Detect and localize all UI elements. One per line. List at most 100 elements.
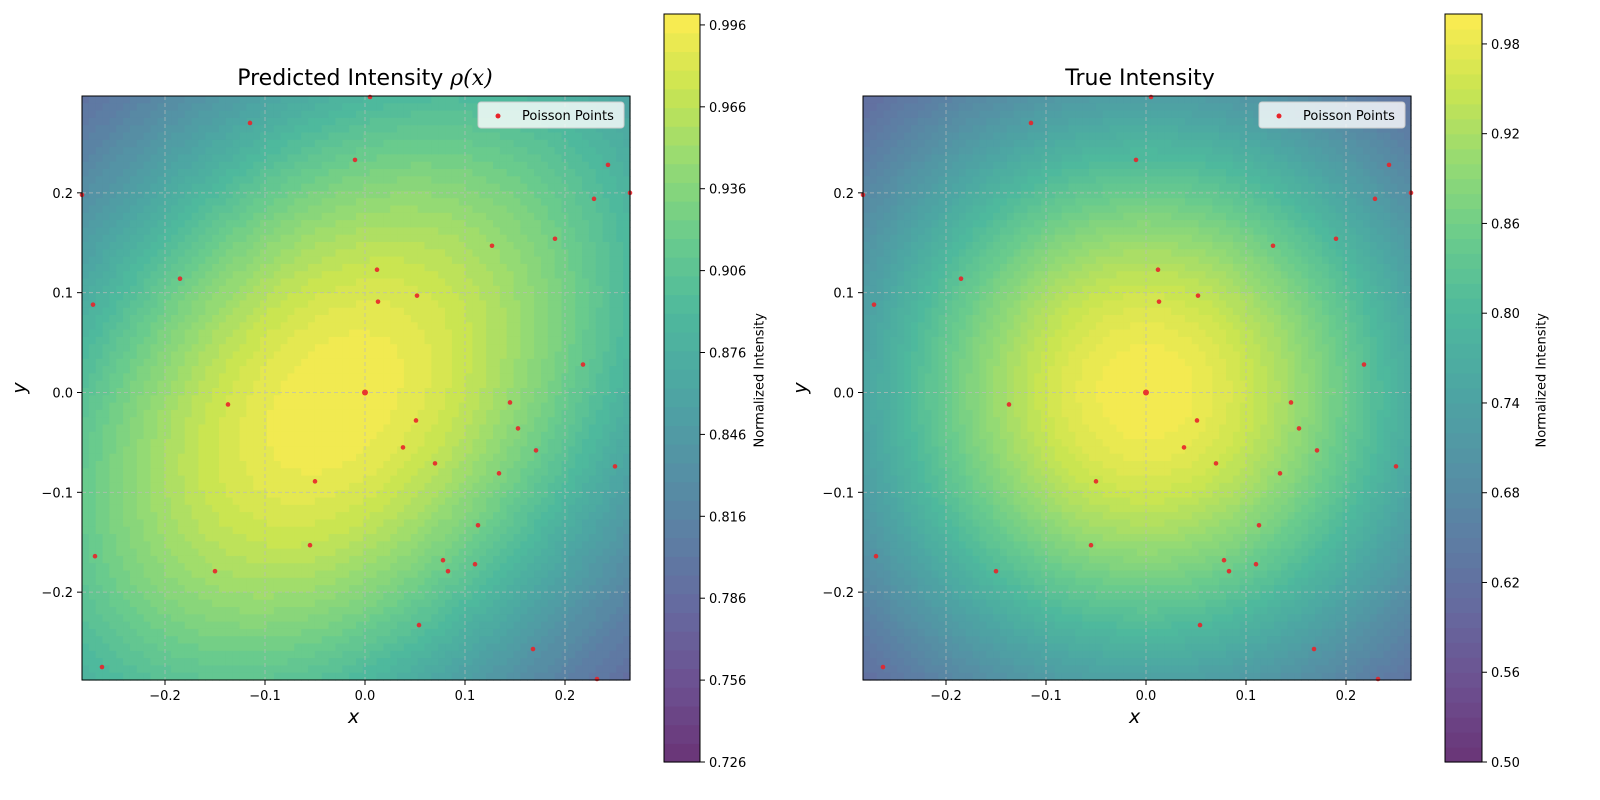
- predicted-point: [496, 471, 502, 476]
- true-x-axis-label: x: [1129, 706, 1141, 728]
- predicted-point: [413, 418, 419, 423]
- true-point: [1277, 471, 1283, 476]
- true-point: [1226, 568, 1232, 574]
- predicted-legend-label: Poisson Points: [522, 109, 614, 124]
- true-colorbar-tick-label: 0.80: [1491, 307, 1520, 322]
- true-point: [1408, 190, 1414, 196]
- predicted-y-tick-label: −0.2: [41, 586, 73, 601]
- true-point: [1256, 522, 1262, 528]
- true-title: True Intensity: [1065, 66, 1215, 91]
- predicted-colorbar-tick-label: 0.786: [709, 592, 746, 607]
- true-x-tick-label: −0.2: [930, 689, 962, 704]
- true-point: [1088, 542, 1094, 548]
- predicted-legend-marker: [495, 113, 501, 119]
- true-x-tick-label: 0.2: [1336, 689, 1357, 704]
- true-point: [1181, 445, 1187, 450]
- predicted-point: [594, 676, 600, 682]
- predicted-point: [247, 120, 253, 126]
- true-heatmap: [863, 96, 1412, 681]
- predicted-y-tick-label: 0.1: [52, 287, 73, 302]
- true-point: [860, 192, 866, 198]
- true-y-tick-label: −0.2: [822, 586, 854, 601]
- true-point: [1133, 157, 1139, 163]
- predicted-point: [475, 522, 481, 528]
- true-x-tick-label: 0.1: [1236, 689, 1257, 704]
- true-point: [1195, 293, 1201, 298]
- predicted-point: [580, 362, 586, 367]
- predicted-colorbar-tick-label: 0.906: [709, 265, 746, 280]
- predicted-colorbar-tick-label: 0.846: [709, 428, 746, 443]
- predicted-point: [400, 445, 406, 450]
- true-point: [1288, 400, 1294, 405]
- predicted-point: [352, 157, 358, 163]
- true-point: [1148, 94, 1154, 100]
- predicted-point: [92, 553, 98, 559]
- true-point: [871, 302, 877, 307]
- predicted-colorbar-tick-label: 0.966: [709, 101, 746, 116]
- true-point: [1361, 362, 1367, 367]
- true-colorbar: [1444, 13, 1483, 763]
- predicted-point: [445, 568, 451, 574]
- true-point: [1028, 120, 1034, 126]
- predicted-x-axis-label: x: [348, 706, 360, 728]
- true-point: [1375, 676, 1381, 682]
- true-colorbar-tick-label: 0.62: [1491, 576, 1520, 591]
- predicted-point: [552, 236, 558, 242]
- true-point: [873, 553, 879, 559]
- true-colorbar-tick-label: 0.50: [1491, 756, 1520, 771]
- predicted-point: [99, 664, 105, 670]
- predicted-point: [367, 94, 373, 100]
- predicted-colorbar-tick-label: 0.936: [709, 183, 746, 198]
- predicted-point: [432, 461, 438, 466]
- true-colorbar-tick-label: 0.92: [1491, 128, 1520, 143]
- true-axes-frame: [862, 95, 1412, 681]
- true-point: [1156, 299, 1162, 304]
- true-point: [1143, 389, 1149, 396]
- predicted-point: [591, 196, 597, 202]
- true-colorbar-label: Normalized Intensity: [1534, 313, 1550, 448]
- true-y-tick-label: 0.0: [833, 386, 854, 401]
- predicted-colorbar-label: Normalized Intensity: [752, 313, 768, 448]
- true-point: [1393, 464, 1399, 469]
- predicted-colorbar-tick-label: 0.816: [709, 510, 746, 525]
- true-legend-marker: [1276, 113, 1282, 119]
- predicted-point: [530, 646, 536, 652]
- predicted-colorbar-tick-label: 0.726: [709, 756, 746, 771]
- true-colorbar-tick-label: 0.98: [1491, 38, 1520, 53]
- predicted-point: [212, 568, 218, 574]
- predicted-point: [416, 622, 422, 628]
- predicted-colorbar-tick-label: 0.996: [709, 19, 746, 34]
- true-x-tick-label: −0.1: [1030, 689, 1062, 704]
- true-point: [1333, 236, 1339, 242]
- predicted-x-tick-label: 0.0: [355, 689, 376, 704]
- true-poisson-points: [860, 94, 1414, 682]
- predicted-y-tick-label: 0.2: [52, 187, 73, 202]
- predicted-intensity-chart: −0.2 −0.1 0.0 0.1 0.2 −0.2 −0.1 0.0 0.1 0.2 Poisso…: [41, 13, 746, 771]
- predicted-x-tick-label: 0.1: [455, 689, 476, 704]
- true-point: [958, 276, 964, 281]
- true-point: [1296, 426, 1302, 431]
- predicted-point: [375, 299, 381, 304]
- predicted-point: [90, 302, 96, 307]
- predicted-point: [312, 479, 318, 484]
- true-point: [1197, 622, 1203, 628]
- predicted-point: [374, 267, 380, 273]
- predicted-colorbar: [663, 13, 701, 763]
- true-colorbar-tick-label: 0.74: [1491, 397, 1520, 412]
- predicted-x-tick-label: −0.2: [149, 689, 181, 704]
- predicted-y-tick-label: 0.0: [52, 386, 73, 401]
- predicted-point: [489, 243, 495, 249]
- true-colorbar-frame: [1444, 13, 1483, 763]
- predicted-y-tick-label: −0.1: [41, 486, 73, 501]
- true-y-tick-label: 0.1: [833, 287, 854, 302]
- true-legend: Poisson Points: [1258, 101, 1406, 129]
- true-point: [1270, 243, 1276, 249]
- true-point: [1314, 448, 1320, 453]
- predicted-heatmap: [82, 96, 631, 681]
- predicted-point: [307, 542, 313, 548]
- true-point: [993, 568, 999, 574]
- predicted-point: [472, 561, 478, 567]
- true-point: [1213, 461, 1219, 466]
- true-point: [880, 664, 886, 670]
- predicted-point: [507, 400, 513, 405]
